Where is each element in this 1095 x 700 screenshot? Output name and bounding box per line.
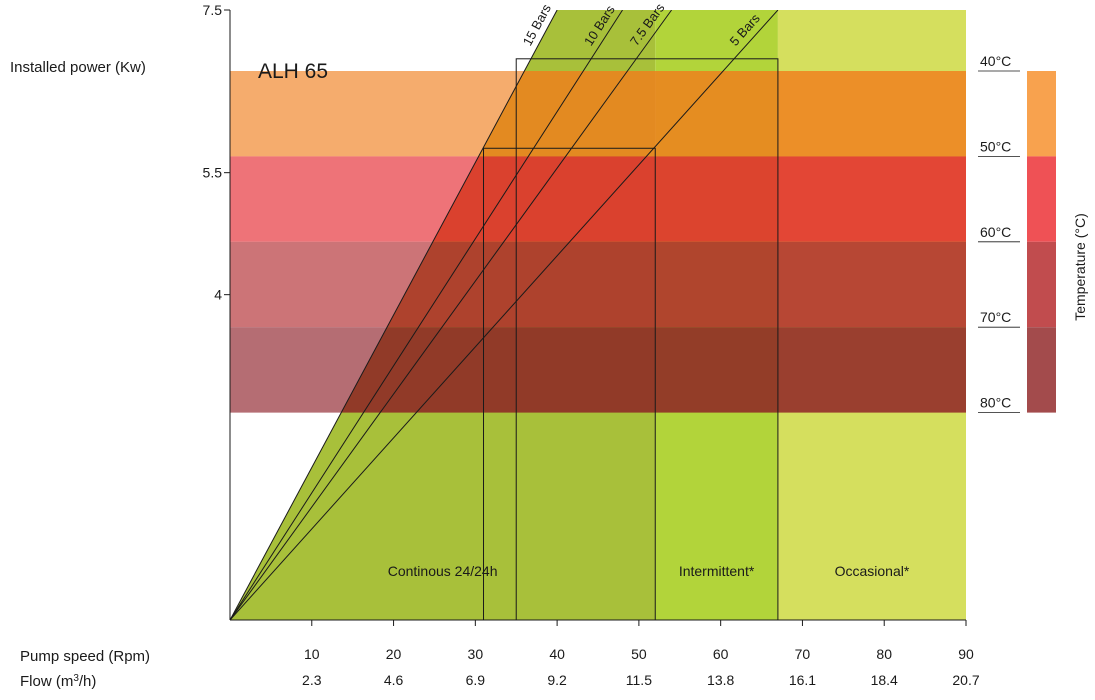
flow-tick-label: 16.1: [789, 672, 816, 688]
x-tick-label: 40: [549, 646, 565, 662]
y-axis-label: Installed power (Kw): [10, 59, 146, 76]
x-tick-label: 60: [713, 646, 729, 662]
pressure-line: [230, 10, 558, 620]
zone-label: Continous 24/24h: [388, 563, 498, 579]
legend-label: 70°C: [980, 309, 1011, 325]
x-axis-label: Pump speed (Rpm): [20, 648, 150, 665]
legend-swatch: [1027, 327, 1056, 413]
band-tint: [230, 241, 433, 328]
pressure-line: [230, 10, 623, 620]
band-tint: [230, 327, 388, 413]
pressure-line: [230, 10, 673, 620]
legend-label: 40°C: [980, 53, 1011, 69]
pressure-line: [230, 10, 779, 620]
legend-label: 60°C: [980, 224, 1011, 240]
flow-label-sup: 3: [73, 673, 79, 684]
zone-label: Intermittent*: [679, 563, 755, 579]
x-tick-label: 30: [468, 646, 484, 662]
pressure-lines: [230, 10, 779, 620]
legend-label: 50°C: [980, 138, 1011, 154]
x-axis-secondary-label: Flow (m3/h): [20, 673, 96, 690]
y-tick-label: 5.5: [203, 165, 223, 181]
temperature-bands: [230, 71, 966, 413]
flow-label-prefix: Flow (m: [20, 673, 73, 690]
legend-swatch: [1027, 241, 1056, 328]
flow-tick-label: 13.8: [707, 672, 734, 688]
x-tick-label: 70: [795, 646, 811, 662]
temperature-legend: 40°C 50°C 60°C 70°C 80°C: [978, 53, 1056, 414]
legend-swatch: [1027, 71, 1056, 157]
band-tint: [230, 71, 525, 157]
x-tick-label: 90: [958, 646, 974, 662]
x-tick-label: 80: [876, 646, 892, 662]
zone-label: Occasional*: [835, 563, 910, 579]
flow-tick-label: 11.5: [626, 672, 652, 688]
chart-title: ALH 65: [258, 60, 328, 83]
temperature-band: [230, 71, 966, 157]
y-tick-label: 4: [214, 287, 222, 303]
y-tick-label: 7.5: [203, 2, 223, 18]
band-tint: [230, 156, 479, 242]
flow-tick-label: 9.2: [547, 672, 567, 688]
flow-tick-label: 20.7: [952, 672, 979, 688]
temperature-band: [230, 327, 966, 413]
flow-label-suffix: /h): [79, 673, 97, 690]
x-tick-label: 20: [386, 646, 402, 662]
temperature-axis-label: Temperature (°C): [1072, 213, 1088, 321]
flow-tick-label: 4.6: [384, 672, 404, 688]
flow-tick-label: 6.9: [466, 672, 486, 688]
temperature-band: [230, 241, 966, 328]
x-tick-label: 50: [631, 646, 647, 662]
axes: 4 5.5 7.5 10 2.3 20 4.6 30 6.9 40 9.2 50 11.5 60 13.8 7…: [203, 2, 980, 688]
temperature-band: [230, 156, 966, 242]
legend-label: 80°C: [980, 395, 1011, 411]
legend-swatch: [1027, 156, 1056, 242]
flow-tick-label: 2.3: [302, 672, 322, 688]
flow-tick-label: 18.4: [871, 672, 898, 688]
x-tick-label: 10: [304, 646, 320, 662]
